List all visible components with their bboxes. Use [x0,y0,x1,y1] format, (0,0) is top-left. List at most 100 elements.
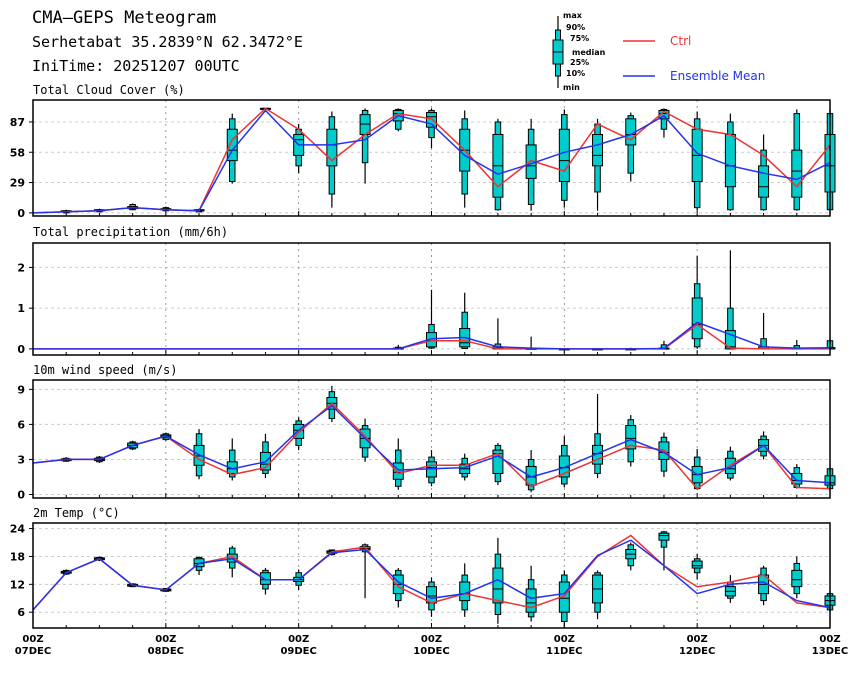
y-tick-label: 18 [10,550,25,563]
y-tick-label: 1 [17,302,25,315]
x-tick-hour: 00Z [288,634,309,645]
box-whisker [492,118,504,211]
meteogram-title: CMA—GEPS Meteogram [32,8,217,28]
y-tick-label: 0 [17,343,25,356]
box-whisker [127,203,139,211]
box-25-75 [259,572,271,585]
x-tick-hour: 00Z [687,634,708,645]
box-whisker [392,108,404,132]
box-whisker [658,530,670,571]
box-25-75 [691,560,703,569]
box-key-label: 90% [566,23,585,32]
box-whisker [791,109,803,211]
x-tick-date: 13DEC [812,646,848,657]
location-label: Serhetabat 35.2839°N 62.3472°E [32,33,303,51]
box-whisker [691,554,703,580]
y-tick-label: 24 [10,523,26,536]
panel-title: 10m wind speed (m/s) [33,363,178,377]
ensemble-mean-line [32,109,831,214]
box-25-75 [293,423,305,439]
box-key-label: min [563,83,580,92]
box-25-75 [658,532,670,541]
x-tick-hour: 00Z [22,634,43,645]
box-key-label: 25% [570,58,589,67]
box-25-75 [392,462,404,480]
box-whisker [558,109,570,208]
box-25-75 [592,133,604,167]
box-whisker [724,113,736,211]
ensemble-mean-line [32,404,831,484]
box-25-75 [459,581,471,602]
box-whisker [724,575,736,603]
x-tick-date: 09DEC [280,646,316,657]
y-tick-label: 0 [17,207,25,220]
box-25-75 [492,449,504,474]
box-25-75 [326,128,338,167]
box-whisker [359,108,371,184]
box-25-75 [724,330,736,350]
y-tick-label: 3 [17,453,25,466]
ensemble-mean-line [32,539,831,611]
y-tick-label: 6 [17,606,25,619]
x-tick-date: 11DEC [546,646,582,657]
box-whisker [558,436,570,488]
box-25-75 [558,455,570,478]
box-whisker [758,313,770,350]
y-tick-label: 9 [17,383,25,396]
box-whisker [592,570,604,620]
box-whisker [724,250,736,350]
box-whisker [758,565,770,606]
box-25-75 [724,133,736,188]
box-key-label: median [572,48,606,57]
x-tick-hour: 00Z [421,634,442,645]
box-whisker [492,443,504,486]
box-whisker [392,438,404,490]
box-25-75 [492,567,504,604]
box-25-75 [791,472,803,485]
box-25-75 [592,444,604,465]
box-25-75 [758,165,770,198]
box-key-label: 10% [566,69,585,78]
x-tick-hour: 00Z [554,634,575,645]
x-tick-date: 12DEC [679,646,715,657]
legend-mean-label: Ensemble Mean [670,69,765,83]
y-tick-label: 12 [10,578,25,591]
box-whisker [592,118,604,211]
box-whisker [791,556,803,599]
box-whisker [259,433,271,479]
box-25-75 [625,425,637,450]
box-whisker [492,318,504,350]
panel-title: Total Cloud Cover (%) [33,83,185,97]
y-tick-label: 6 [17,418,25,431]
legend-ctrl-label: Ctrl [670,34,691,48]
box-25-75 [558,128,570,183]
box-25-75 [525,588,537,613]
x-tick-date: 08DEC [148,646,184,657]
box-whisker [525,118,537,211]
box-whisker [625,542,637,571]
x-tick-date: 10DEC [413,646,449,657]
box-whisker [459,110,471,208]
box-25-75 [691,297,703,340]
box-whisker [558,570,570,629]
box-whisker [293,124,305,174]
x-tick-hour: 00Z [819,634,840,645]
box-25-75 [791,569,803,588]
box-key-label: max [563,11,583,20]
ensemble-mean-line [33,321,831,350]
box-key-label: 75% [570,34,589,43]
box-whisker [691,111,703,211]
box-whisker [691,256,703,349]
box-whisker [525,565,537,622]
box-whisker [259,568,271,595]
panel-title: Total precipitation (mm/6h) [33,225,228,239]
y-tick-label: 29 [10,177,25,190]
panel-title: 2m Temp (°C) [33,506,120,520]
x-tick-date: 07DEC [15,646,51,657]
y-tick-label: 58 [10,146,25,159]
box-whisker [459,563,471,617]
y-tick-label: 0 [17,488,25,501]
box-whisker [592,394,604,479]
init-time-label: IniTime: 20251207 00UTC [32,57,240,75]
